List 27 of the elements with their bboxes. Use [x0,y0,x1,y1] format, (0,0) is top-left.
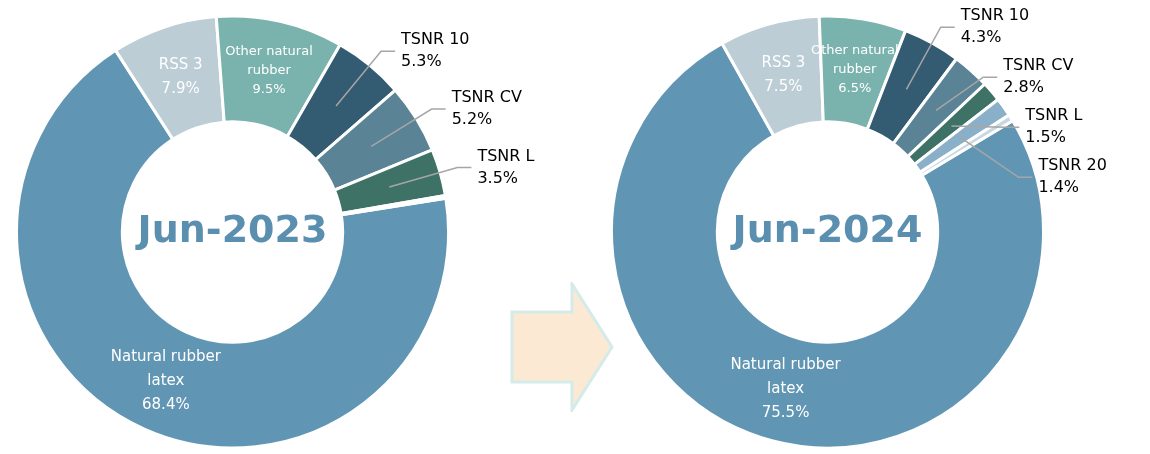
data-label: 68.4% [142,394,190,413]
slice-label: Natural rubber latex [730,355,842,398]
slice-label: TSNR L [1024,105,1083,125]
data-label: 5.2% [451,109,493,129]
data-label: 75.5% [761,403,810,422]
slice-label: TSNR CV [1002,55,1074,75]
data-label: 7.9% [161,79,200,98]
data-label: 7.5% [764,76,803,95]
data-label: 4.3% [960,27,1002,47]
data-label: 6.5% [838,79,872,95]
slice-label: RSS 3 [761,52,806,71]
slice-label: TSNR 10 [959,5,1030,25]
slice-label: TSNR 10 [400,29,470,49]
data-label: 3.5% [477,167,519,187]
data-label: 5.3% [401,51,442,71]
slice-label: Other natural rubber [225,43,313,78]
text: Jun-2023 [134,206,328,251]
slice-label: RSS 3 [158,55,203,74]
data-label: 1.4% [1038,177,1080,197]
text: Jun-2024 [729,206,923,251]
slice-label: TSNR CV [450,87,522,107]
data-label: 2.8% [1003,77,1044,97]
slice-label: Natural rubber latex [110,346,222,389]
slice-label: TSNR L [476,145,535,165]
data-label: 1.5% [1025,127,1066,147]
data-label: 9.5% [252,81,286,97]
slice-label: TSNR 20 [1037,155,1107,175]
